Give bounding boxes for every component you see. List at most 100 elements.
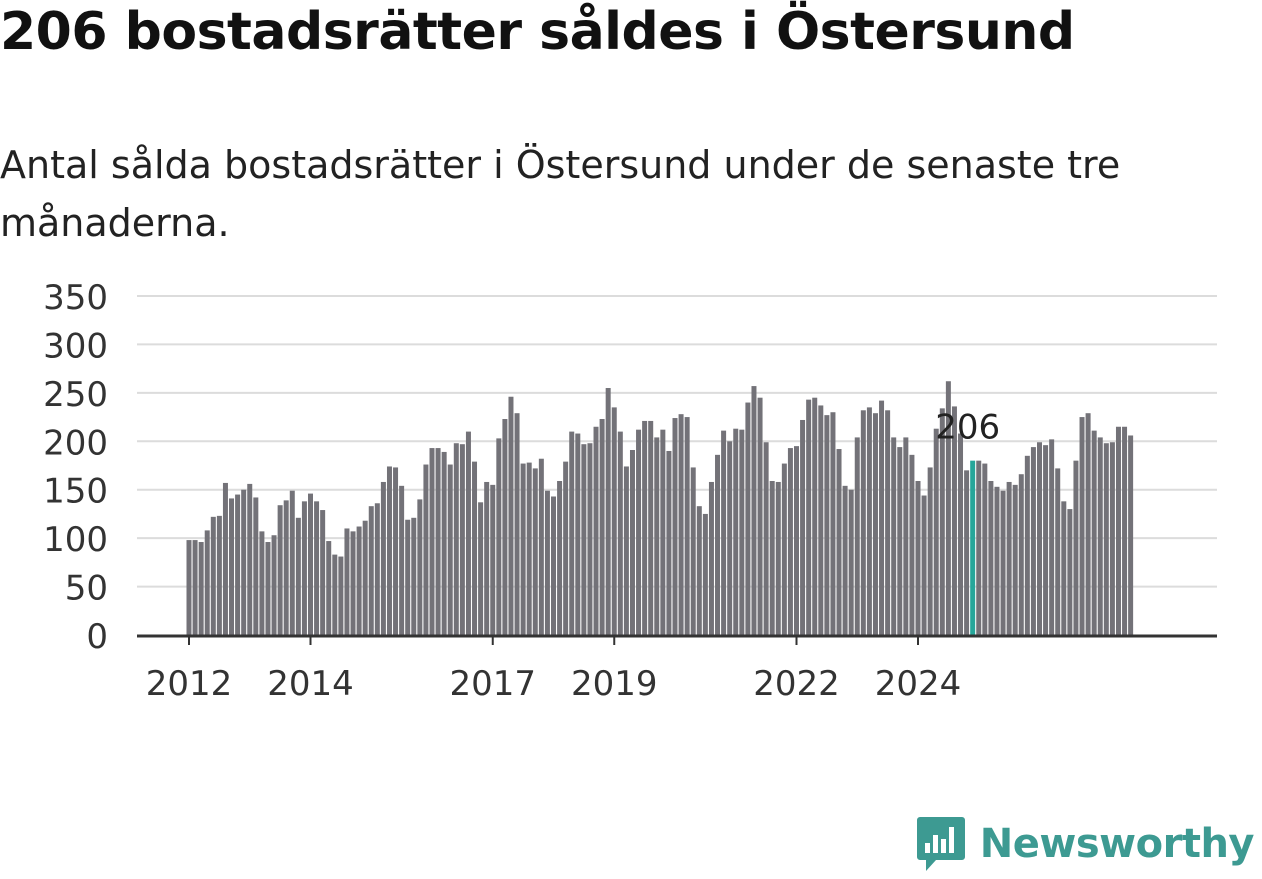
bar — [459, 444, 465, 635]
bar — [1061, 501, 1067, 635]
bar — [629, 450, 635, 635]
x-tick-label: 2012 — [146, 664, 233, 704]
bar — [502, 419, 508, 635]
bar — [222, 482, 228, 635]
bar — [866, 407, 872, 635]
bar — [295, 517, 301, 635]
bar — [204, 530, 210, 635]
bar — [544, 490, 550, 635]
bar — [441, 451, 447, 635]
bar — [879, 400, 885, 635]
bar — [496, 438, 502, 635]
bar — [763, 442, 769, 635]
bar — [1043, 445, 1049, 635]
bar — [994, 486, 1000, 635]
bar — [526, 462, 532, 635]
bar — [1012, 484, 1018, 635]
bar — [751, 386, 757, 635]
newsworthy-logo-icon — [916, 815, 966, 873]
bar — [429, 448, 435, 635]
bar — [800, 419, 806, 635]
bar — [386, 466, 392, 635]
y-tick-label: 100 — [43, 520, 108, 560]
bar — [757, 397, 763, 635]
bar — [824, 415, 830, 635]
bar — [933, 428, 939, 635]
bar — [575, 433, 581, 635]
bar — [271, 535, 277, 635]
bar — [775, 481, 781, 635]
bar — [848, 489, 854, 635]
bar — [733, 428, 739, 635]
x-tick-label: 2017 — [449, 664, 536, 704]
bar — [587, 443, 593, 635]
bar — [186, 540, 192, 635]
bar — [909, 454, 915, 635]
x-axis-ticks: 2012 2014 2017 2019 2022 2024 — [146, 637, 962, 704]
bar — [241, 489, 247, 635]
x-tick-label: 2014 — [267, 664, 354, 704]
chart-title: 206 bostadsrätter såldes i Östersund — [0, 2, 1075, 62]
bar — [1085, 413, 1091, 635]
bar — [830, 412, 836, 635]
bar — [648, 420, 654, 635]
bar — [399, 485, 405, 635]
bar — [478, 502, 484, 635]
bar — [927, 467, 933, 635]
bar — [605, 388, 611, 635]
bar — [684, 417, 690, 635]
bar — [308, 493, 313, 635]
bar — [690, 467, 696, 635]
bar — [818, 405, 824, 635]
bar — [727, 441, 733, 635]
bar — [265, 542, 271, 635]
bar — [210, 516, 216, 635]
annotations: 206 — [935, 408, 1000, 448]
y-axis-ticks: 0 50 100 150 200 250 300 350 — [43, 278, 108, 657]
bar — [368, 506, 374, 635]
y-tick-label: 0 — [86, 617, 108, 657]
bar — [769, 480, 775, 635]
bar — [1109, 442, 1115, 635]
bar — [332, 554, 338, 635]
bar — [569, 431, 575, 635]
chart-subtitle: Antal sålda bostadsrätter i Östersund un… — [0, 143, 1121, 245]
bar — [642, 420, 648, 635]
bar — [842, 485, 848, 635]
bar — [672, 418, 678, 635]
bar — [320, 510, 326, 635]
bar — [538, 458, 544, 635]
bar — [794, 446, 799, 635]
bar — [326, 541, 332, 635]
bar — [362, 520, 368, 635]
brand: Newsworthy — [916, 815, 1255, 873]
bar — [611, 407, 617, 635]
bar — [435, 448, 441, 635]
bar — [393, 467, 399, 635]
bars — [186, 381, 1134, 635]
bar — [623, 466, 629, 635]
bar — [964, 470, 970, 635]
bar — [836, 449, 842, 635]
bar — [259, 531, 265, 635]
bar — [356, 526, 362, 635]
bar-highlight — [970, 460, 976, 635]
bar — [1006, 481, 1012, 635]
y-tick-label: 250 — [43, 375, 108, 415]
bar — [702, 513, 708, 635]
y-tick-label: 350 — [43, 278, 108, 318]
bar — [338, 556, 344, 635]
bar — [447, 464, 453, 635]
bar — [1128, 435, 1134, 635]
y-tick-label: 300 — [43, 326, 108, 366]
bar — [617, 431, 623, 635]
bar — [229, 498, 235, 635]
bar — [945, 381, 951, 635]
x-tick-label: 2024 — [875, 664, 962, 704]
y-tick-label: 150 — [43, 472, 108, 512]
bar — [951, 406, 957, 635]
x-tick-label: 2019 — [571, 664, 658, 704]
bar — [374, 503, 380, 635]
bar — [958, 433, 964, 635]
